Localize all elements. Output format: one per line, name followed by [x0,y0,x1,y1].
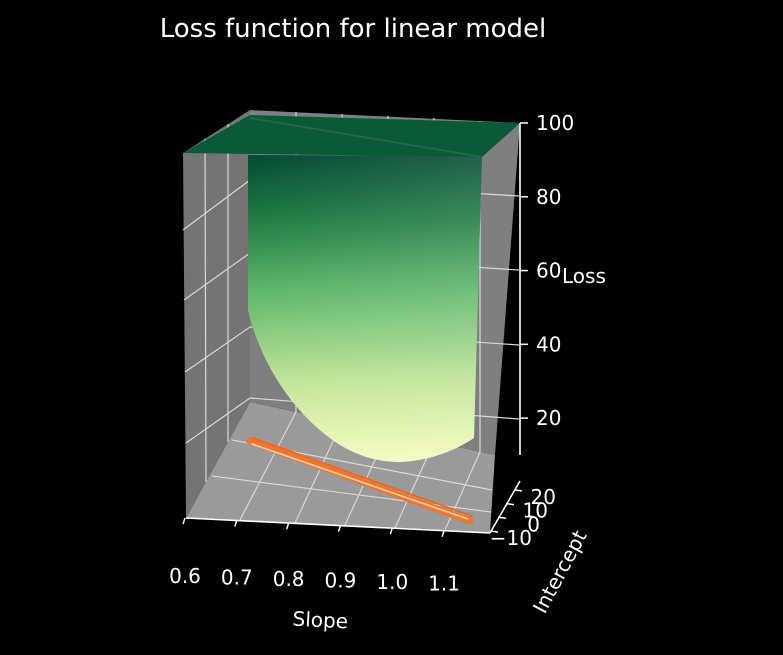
y-tick-label: 20 [531,485,556,509]
y-axis-label: Intercept [528,526,592,617]
x-tick-label: 0.9 [325,568,357,592]
x-tick-mark [285,522,290,530]
z-tick-label: 20 [536,406,561,430]
z-tick-label: 40 [536,332,561,356]
x-tick-label: 0.6 [169,564,201,588]
x-tick-mark [234,520,238,527]
z-tick-label: 80 [536,185,561,209]
x-tick-mark [337,525,342,532]
z-tick-label: 60 [536,259,561,283]
x-tick-label: 0.7 [221,565,253,589]
x-tick-mark [389,527,393,535]
x-tick-mark [441,530,445,537]
chart-title: Loss function for linear model [160,14,547,44]
floor-contour [246,437,474,525]
y-tick-mark [513,489,523,492]
surface-top-ridge [249,117,483,158]
y-tick-label: −10 [490,526,532,550]
y-tick-label: 0 [527,512,540,536]
z-axis-label: Loss [562,264,606,288]
y-tick-label: 10 [523,499,548,523]
x-axis-label: Slope [292,607,349,634]
left-wall-pane [183,110,250,518]
y-tick-mark [505,502,515,506]
z-tick-label: 100 [536,111,574,135]
x-ticks: 0.6 0.7 0.8 0.9 1.0 1.1 [169,517,460,595]
x-tick-mark [182,517,186,525]
surface-shading [248,155,482,462]
z-ticks: 20 40 60 80 100 [520,111,574,430]
y-tick-mark [497,516,507,520]
loss-surface [183,115,520,462]
x-tick-label: 0.8 [273,567,305,591]
x-tick-label: 1.1 [428,571,460,595]
y-tick-mark [489,530,499,533]
x-tick-label: 1.0 [376,570,408,594]
